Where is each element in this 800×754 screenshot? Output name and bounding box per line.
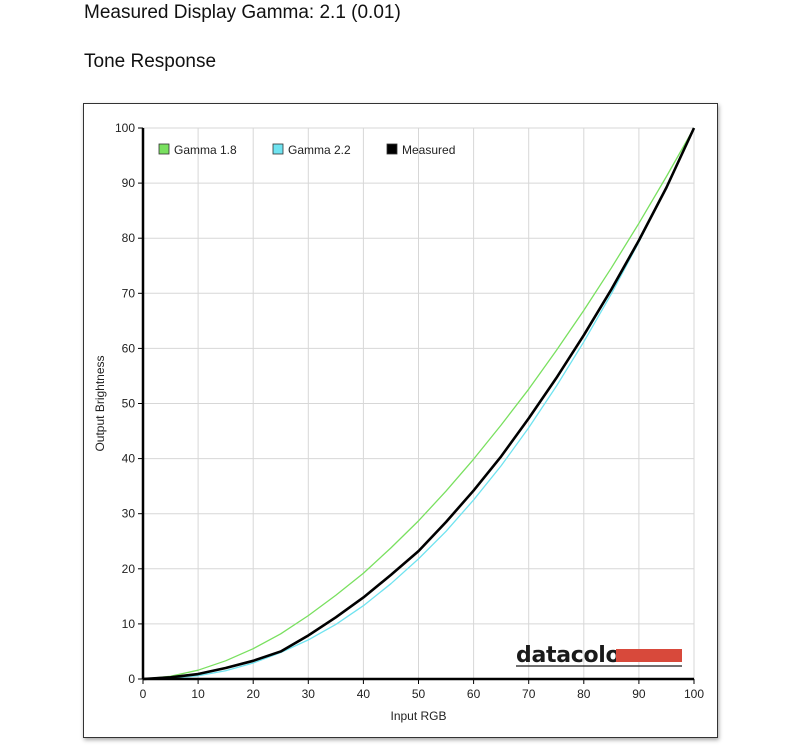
legend-label: Gamma 2.2: [288, 143, 351, 157]
series-line-measured: [142, 127, 696, 681]
series-line-gamma-1-8: [142, 127, 695, 680]
legend: Gamma 1.8 Gamma 2.2 Measured: [158, 143, 455, 157]
legend-label: Gamma 1.8: [174, 143, 237, 157]
grid-layer: [142, 127, 695, 680]
x-tick-label: 60: [467, 687, 481, 701]
ticks-layer: 0 10 20 30 40 50 60 70 80 90 100 0 10 20 30 40 50 60 70 80 9…: [115, 121, 704, 701]
tone-response-heading: Tone Response: [84, 51, 217, 72]
legend-swatch: [158, 143, 170, 155]
x-tick-label: 70: [522, 687, 536, 701]
y-tick-label: 50: [122, 397, 136, 411]
logo-text: datacolor: [516, 643, 631, 668]
y-tick-label: 90: [122, 176, 136, 190]
y-tick-label: 70: [122, 286, 136, 300]
logo-accent-bar: [616, 649, 682, 662]
x-tick-label: 100: [684, 687, 704, 701]
x-tick-label: 20: [247, 687, 261, 701]
series-line-gamma-2-2: [142, 127, 695, 680]
datacolor-logo: datacolor: [516, 643, 682, 668]
x-tick-label: 0: [140, 687, 147, 701]
x-tick-label: 80: [577, 687, 591, 701]
gamma-heading: Measured Display Gamma: 2.1 (0.01): [84, 2, 401, 23]
y-axis-label: Output Brightness: [93, 355, 107, 451]
x-tick-label: 50: [412, 687, 426, 701]
chart-svg: 0 10 20 30 40 50 60 70 80 90 100 0 10 20 30 40 50 60 70 80 9…: [93, 121, 704, 723]
y-tick-label: 20: [122, 562, 136, 576]
y-tick-label: 40: [122, 452, 136, 466]
series-layer: [142, 127, 696, 681]
legend-swatch: [272, 143, 284, 155]
x-axis-label: Input RGB: [390, 709, 446, 723]
y-tick-label: 80: [122, 231, 136, 245]
legend-swatch: [386, 143, 398, 155]
x-tick-label: 90: [632, 687, 646, 701]
y-tick-label: 100: [115, 121, 135, 135]
y-tick-label: 0: [128, 672, 135, 686]
y-tick-label: 10: [122, 617, 136, 631]
y-tick-label: 30: [122, 507, 136, 521]
tone-response-chart: 0 10 20 30 40 50 60 70 80 90 100 0 10 20 30 40 50 60 70 80 9…: [83, 103, 718, 738]
y-tick-label: 60: [122, 341, 136, 355]
x-tick-label: 40: [357, 687, 371, 701]
x-tick-label: 10: [191, 687, 205, 701]
legend-label: Measured: [402, 143, 455, 157]
x-tick-label: 30: [302, 687, 316, 701]
